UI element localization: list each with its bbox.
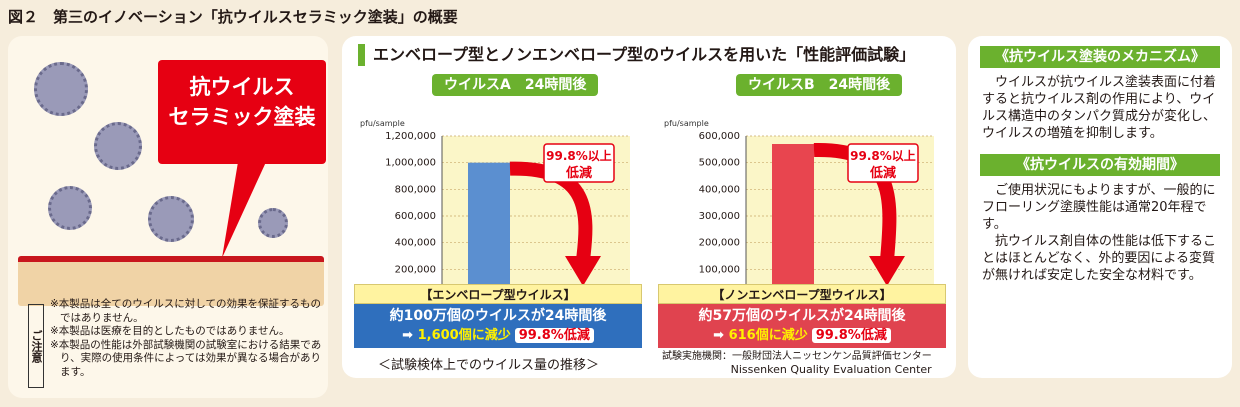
y-tick-label: 600,000 — [395, 211, 436, 222]
result-box-a: 【エンベロープ型ウイルス】 約100万個のウイルスが24時間後 ➡ 1,600個… — [354, 284, 642, 348]
virus-illustration-icon — [34, 62, 88, 116]
source-line-1: 試験実施機関：一般財団法人ニッセンケン品質評価センター — [662, 351, 932, 362]
explanation-panel: 《抗ウイルス塗装のメカニズム》 ウイルスが抗ウイルス塗装表面に付着すると抗ウイル… — [968, 36, 1232, 378]
result-b-line1: 約57万個のウイルスが24時間後 — [698, 308, 906, 324]
annotation-box — [543, 143, 615, 183]
y-tick-label: 600,000 — [699, 131, 740, 142]
chart-virus-b-svg: pfu/sample0100,000200,000300,000400,0005… — [664, 119, 934, 312]
result-a-line2: ➡ 1,600個に減少 99.8%低減 — [354, 326, 642, 346]
note-item: ※本製品は医療を目的としたものではありません。 — [50, 325, 290, 337]
y-tick-label: 400,000 — [395, 238, 436, 249]
y-tick-label: 500,000 — [699, 158, 740, 169]
notes-label: ご注意 — [28, 304, 44, 388]
chart-virus-b: pfu/sample0100,000200,000300,000400,0005… — [658, 74, 946, 312]
callout-pointer — [222, 162, 266, 258]
y-tick-label: 800,000 — [395, 184, 436, 195]
result-b-line2: ➡ 616個に減少 99.8%低減 — [658, 326, 946, 346]
annotation-box — [847, 143, 919, 183]
reduction-arrow — [509, 161, 593, 261]
annotation-line-2: 低減 — [869, 165, 896, 181]
bar — [772, 144, 814, 296]
chart-virus-a-svg: pfu/sample0200,000400,000600,000800,0001… — [360, 119, 630, 312]
result-box-b: 【ノンエンベロープ型ウイルス】 約57万個のウイルスが24時間後 ➡ 616個に… — [658, 284, 946, 348]
period-text-2: 抗ウイルス剤自体の性能は低下することはほとんどなく、外的要因による変質が無ければ… — [982, 234, 1217, 283]
test-results-panel: エンベロープ型とノンエンベロープ型のウイルスを用いた「性能評価試験」 pfu/s… — [342, 36, 956, 378]
chart-virus-a: pfu/sample0200,000400,000600,000800,0001… — [354, 74, 642, 312]
mechanism-heading: 《抗ウイルス塗装のメカニズム》 — [980, 46, 1220, 68]
reduction-arrowhead — [565, 256, 601, 286]
y-tick-label: 200,000 — [699, 238, 740, 249]
y-tick-label: 300,000 — [699, 211, 740, 222]
test-source: 試験実施機関：一般財団法人ニッセンケン品質評価センター Nissenken Qu… — [662, 350, 932, 376]
virus-illustration-icon — [48, 186, 92, 230]
note-item: ※本製品は全てのウイルスに対しての効果を保証するものではありません。 — [50, 298, 321, 324]
y-tick-label: 200,000 — [395, 264, 436, 275]
y-tick-label: 1,200,000 — [385, 131, 436, 142]
test-title: エンベロープ型とノンエンベロープ型のウイルスを用いた「性能評価試験」 — [358, 44, 915, 66]
y-tick-label: 400,000 — [699, 184, 740, 195]
result-b-count: 616個に減少 — [728, 328, 808, 343]
figure-title: 図２ 第三のイノベーション「抗ウイルスセラミック塗装」の概要 — [8, 8, 458, 26]
result-a-line1: 約100万個のウイルスが24時間後 — [389, 308, 607, 324]
virus-type-b: 【ノンエンベロープ型ウイルス】 — [658, 284, 946, 304]
virus-illustration-icon — [258, 208, 288, 238]
virus-illustration-icon — [148, 196, 194, 242]
y-axis-label: pfu/sample — [360, 119, 405, 128]
chart-virus-a-title: ウイルスA 24時間後 — [432, 74, 599, 96]
y-tick-label: 100,000 — [699, 264, 740, 275]
illustration-panel: 抗ウイルス セラミック塗装 ご注意 ※本製品は全てのウイルスに対しての効果を保証… — [8, 36, 328, 398]
flooring-board — [18, 256, 324, 306]
mechanism-text: ウイルスが抗ウイルス塗装表面に付着すると抗ウイルス剤の作用により、ウイルス構造中… — [982, 75, 1217, 141]
note-item: ※本製品の性能は外部試験機関の試験室における結果であり、実際の使用条件によっては… — [50, 338, 322, 378]
annotation-line-1: 99.8%以上 — [546, 148, 612, 163]
y-tick-label: 1,000,000 — [385, 158, 436, 169]
period-heading: 《抗ウイルスの有効期間》 — [980, 154, 1220, 176]
source-line-2: Nissenken Quality Evaluation Center — [730, 363, 932, 376]
result-a-count: 1,600個に減少 — [417, 328, 511, 343]
chart-caption: ＜試験検体上でのウイルス量の推移＞ — [378, 358, 600, 373]
virus-illustration-icon — [94, 122, 142, 170]
annotation-line-1: 99.8%以上 — [850, 148, 916, 163]
reduction-arrowhead — [869, 256, 905, 286]
virus-type-a: 【エンベロープ型ウイルス】 — [354, 284, 642, 304]
callout-line-1: 抗ウイルス — [189, 75, 295, 99]
chart-virus-b-title: ウイルスB 24時間後 — [736, 74, 903, 96]
period-text-1: ご使用状況にもよりますが、一般的にフローリング塗膜性能は通常20年程です。 — [982, 183, 1216, 232]
result-a-badge: 99.8%低減 — [514, 328, 594, 343]
annotation-line-2: 低減 — [565, 165, 592, 181]
callout-line-2: セラミック塗装 — [168, 105, 316, 129]
notes-block: ご注意 ※本製品は全てのウイルスに対しての効果を保証するものではありません。 ※… — [28, 298, 328, 394]
bar — [468, 162, 510, 296]
coating-callout: 抗ウイルス セラミック塗装 — [158, 60, 326, 164]
result-b-badge: 99.8%低減 — [811, 328, 891, 343]
y-axis-label: pfu/sample — [664, 119, 709, 128]
